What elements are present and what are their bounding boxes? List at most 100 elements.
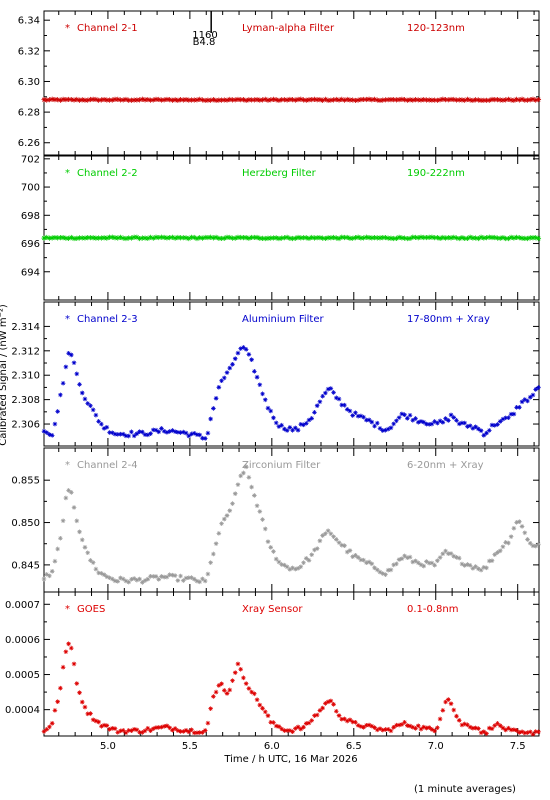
data-point — [399, 722, 405, 727]
data-point — [252, 691, 257, 697]
data-point — [453, 235, 460, 241]
data-point — [519, 96, 525, 102]
data-point — [175, 429, 181, 435]
data-point — [164, 430, 170, 435]
data-point — [309, 97, 315, 103]
data-point — [459, 420, 465, 426]
data-point — [443, 548, 448, 554]
data-point — [90, 560, 96, 565]
data-point — [361, 96, 367, 103]
data-point — [85, 235, 91, 241]
data-point — [191, 576, 197, 582]
data-point — [312, 410, 317, 415]
data-point — [462, 563, 467, 568]
data-point — [120, 576, 126, 582]
data-point — [161, 724, 167, 729]
data-point — [325, 235, 331, 241]
data-point — [306, 558, 312, 563]
data-point — [486, 725, 492, 731]
data-point — [260, 706, 265, 711]
data-point — [199, 235, 206, 241]
data-point — [131, 576, 137, 581]
data-point — [60, 380, 66, 386]
data-point — [282, 562, 287, 568]
y-tick-label: 694 — [21, 267, 40, 278]
data-point — [478, 234, 484, 240]
legend-marker: * — [65, 460, 70, 471]
data-point — [394, 418, 399, 424]
data-point — [383, 427, 388, 433]
band-label: 190-222nm — [407, 168, 465, 179]
data-point — [118, 575, 123, 581]
data-point — [229, 235, 236, 241]
data-point — [232, 356, 238, 361]
data-point — [462, 721, 467, 727]
data-point — [500, 234, 506, 241]
data-point — [188, 234, 195, 240]
data-point — [336, 396, 342, 402]
data-point — [536, 541, 541, 547]
data-point — [52, 708, 58, 713]
data-point — [325, 97, 331, 103]
data-point — [82, 396, 88, 402]
data-point — [478, 428, 484, 433]
data-point — [180, 235, 186, 241]
data-point — [65, 96, 72, 103]
data-point — [377, 569, 383, 575]
data-point — [497, 723, 503, 728]
data-point — [511, 411, 517, 417]
data-point — [505, 96, 512, 102]
data-point — [483, 97, 490, 103]
data-point — [344, 718, 350, 724]
data-point — [221, 97, 227, 103]
data-point — [134, 577, 140, 583]
data-point — [249, 234, 255, 241]
data-point — [364, 560, 369, 566]
data-point — [300, 97, 307, 103]
data-point — [486, 234, 492, 240]
data-point — [503, 727, 508, 733]
data-point — [257, 97, 263, 103]
data-point — [314, 546, 320, 551]
data-point — [314, 403, 320, 408]
data-point — [68, 96, 74, 103]
data-point — [385, 426, 391, 432]
data-point — [219, 681, 224, 687]
data-point — [530, 235, 536, 241]
data-point — [511, 525, 517, 531]
data-point — [194, 432, 200, 437]
panel-2: 694 696 698 700 702 Channel 2-2 Herzberg Filte… — [21, 154, 542, 301]
data-point — [260, 391, 265, 397]
data-point — [191, 730, 197, 736]
data-point — [342, 543, 347, 548]
data-point — [175, 578, 181, 583]
data-point — [232, 97, 238, 103]
data-point — [257, 382, 263, 388]
data-point — [200, 730, 205, 735]
data-point — [533, 235, 539, 241]
data-point — [298, 421, 304, 427]
data-point — [93, 412, 99, 418]
data-point — [440, 551, 446, 557]
data-point — [74, 371, 80, 377]
data-point — [525, 537, 530, 542]
data-point — [287, 728, 293, 733]
data-point — [238, 234, 244, 241]
data-point — [183, 430, 189, 436]
data-point — [142, 235, 148, 241]
data-point — [429, 234, 435, 240]
data-point — [216, 683, 222, 688]
data-point — [186, 235, 192, 242]
data-point — [347, 548, 353, 553]
data-point — [380, 727, 386, 733]
legend-marker: * — [65, 168, 70, 179]
data-point — [467, 724, 473, 730]
data-point — [161, 97, 167, 103]
data-point — [290, 729, 295, 735]
data-point — [377, 426, 383, 431]
data-point — [363, 234, 369, 240]
data-point — [142, 728, 148, 734]
data-point — [407, 97, 413, 103]
data-point — [265, 97, 271, 103]
data-point — [415, 560, 421, 566]
